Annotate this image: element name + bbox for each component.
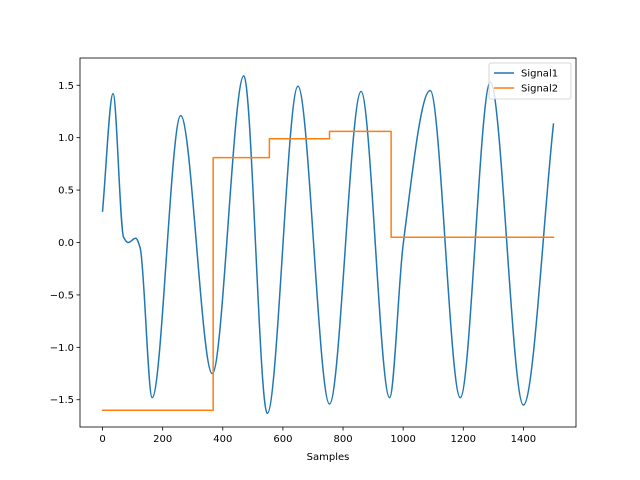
legend-box bbox=[488, 62, 572, 100]
y-tick-label: 0.0 bbox=[58, 238, 74, 249]
x-tick-label: 1400 bbox=[511, 434, 536, 445]
ticks-layer: 0 200 400 600 800 1000 1200 1400 −1.5 −1.0 −0.5 0.0… bbox=[50, 81, 536, 445]
x-tick-label: 1000 bbox=[390, 434, 415, 445]
x-tick-label: 1200 bbox=[451, 434, 476, 445]
legend-label-signal1: Signal1 bbox=[521, 69, 558, 80]
y-tick-label: −1.5 bbox=[50, 395, 74, 406]
x-tick-label: 0 bbox=[99, 434, 105, 445]
series-line-signal1 bbox=[101, 75, 555, 415]
x-tick-label: 800 bbox=[333, 434, 352, 445]
y-tick-label: 0.5 bbox=[58, 186, 74, 197]
x-tick-label: 400 bbox=[213, 434, 232, 445]
y-tick-label: 1.5 bbox=[58, 81, 74, 92]
legend-label-signal2: Signal2 bbox=[521, 84, 558, 95]
y-tick-label: 1.0 bbox=[58, 133, 74, 144]
x-tick-label: 200 bbox=[153, 434, 172, 445]
series-line-signal2 bbox=[101, 130, 555, 411]
x-axis-label: Samples bbox=[307, 452, 350, 463]
legend: Signal1 Signal2 bbox=[488, 62, 572, 100]
x-tick-label: 600 bbox=[273, 434, 292, 445]
y-tick-label: −1.0 bbox=[50, 343, 74, 354]
series-layer bbox=[101, 75, 555, 415]
y-tick-label: −0.5 bbox=[50, 290, 74, 301]
